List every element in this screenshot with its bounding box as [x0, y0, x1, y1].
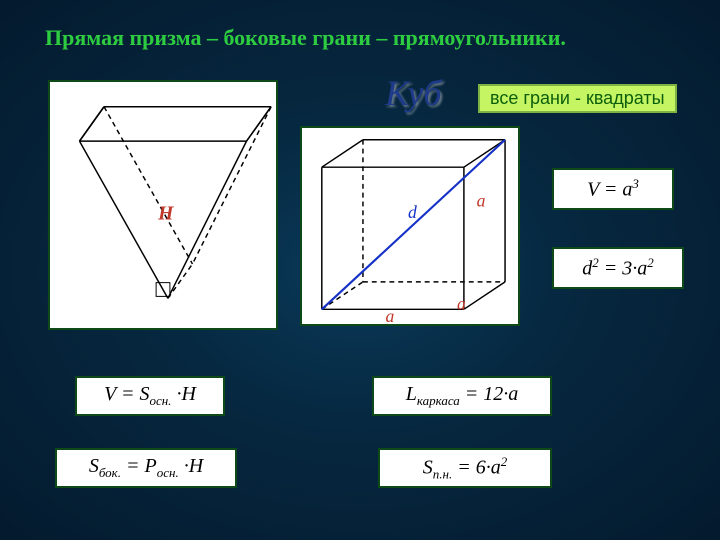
formula-volume-prism: V = Sосн. ·H [75, 376, 225, 416]
svg-text:a: a [386, 306, 395, 324]
cube-all-faces-badge: все грани - квадраты [478, 84, 677, 113]
cube-figure: d a a a [300, 126, 520, 326]
svg-text:d: d [408, 202, 417, 222]
cube-heading: Куб [385, 72, 441, 114]
formula-diagonal-cube: d2 = 3·a2 [552, 247, 684, 289]
formula-frame-length-cube: Lкаркаса = 12·a [372, 376, 552, 416]
formula-lateral-surface-prism: Sбок. = Pосн. ·H [55, 448, 237, 488]
cube-svg: d a a a [302, 128, 518, 324]
svg-text:a: a [457, 293, 466, 313]
prism-figure: H [48, 80, 278, 330]
formula-total-surface-cube: Sп.н. = 6·a2 [378, 448, 552, 488]
svg-text:a: a [477, 190, 486, 210]
slide-title: Прямая призма – боковые грани – прямоуго… [45, 25, 566, 51]
prism-svg: H [50, 82, 276, 328]
svg-text:H: H [157, 203, 174, 225]
formula-volume-cube: V = a3 [552, 168, 674, 210]
